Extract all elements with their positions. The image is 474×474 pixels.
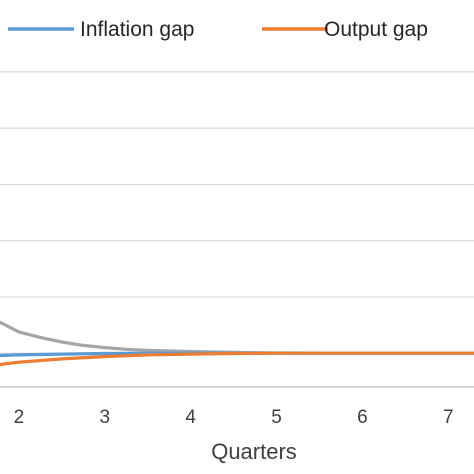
series-line-output-gap	[0, 351, 474, 367]
x-tick-label: 6	[357, 407, 368, 428]
x-axis-title: Quarters	[211, 439, 297, 464]
legend-label-inflation-gap: Inflation gap	[80, 18, 194, 41]
x-tick-label: 5	[271, 407, 282, 428]
series-lines	[0, 320, 474, 367]
x-tick-label: 4	[185, 407, 196, 428]
x-tick-label: 3	[99, 407, 110, 428]
legend-label-output-gap: Output gap	[324, 18, 428, 41]
gridlines	[0, 71, 474, 354]
x-tick-label: 2	[14, 407, 25, 428]
x-tick-label: 7	[443, 407, 454, 428]
legend: Inflation gap Output gap	[8, 18, 428, 41]
x-tick-labels: 2 3 4 5 6 7	[14, 407, 454, 428]
series-line-series-3	[0, 320, 474, 355]
